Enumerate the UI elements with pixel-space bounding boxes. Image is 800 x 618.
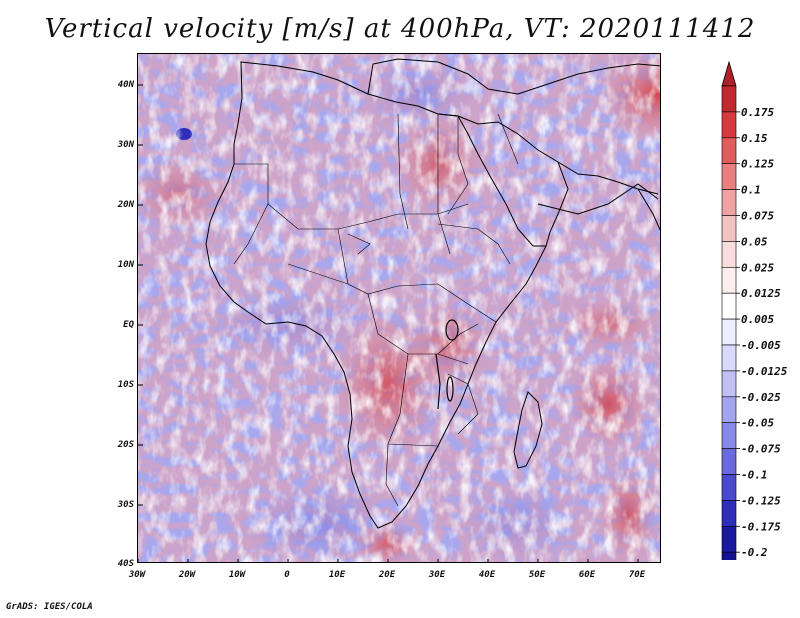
- colorbar-segment: [721, 448, 737, 475]
- colorbar-segment: [721, 500, 737, 527]
- lon-tick-label: 10E: [329, 570, 346, 580]
- colorbar-segment: [721, 241, 737, 268]
- colorbar-segment: [721, 137, 737, 165]
- colorbar-segment: [721, 318, 737, 346]
- colorbar-label: 0.1: [741, 184, 761, 197]
- colorbar-segment: [721, 474, 737, 501]
- colorbar-label: 0.005: [741, 313, 774, 326]
- colorbar-segment: [721, 551, 737, 560]
- colorbar-segment: [721, 344, 737, 372]
- colorbar-label: 0.15: [741, 132, 768, 145]
- colorbar-segment: [721, 422, 737, 449]
- lat-tick-label: EQ: [123, 320, 134, 330]
- colorbar-label: -0.0125: [741, 365, 788, 378]
- velocity-field-map: [138, 54, 660, 562]
- colorbar-label: 0.05: [741, 235, 768, 248]
- lakes: [435, 319, 459, 410]
- latitude-axis: 40N 30N 20N 10N EQ 10S 20S 30S 40S: [117, 80, 135, 569]
- colorbar-segment: [721, 111, 737, 139]
- longitude-axis: 30W 20W 10W 0 10E 20E 30E 40E 50E 60E 70…: [128, 570, 646, 580]
- lon-tick-label: 0: [284, 570, 290, 580]
- colorbar-segment: [721, 267, 737, 294]
- lat-tick-label: 20N: [117, 200, 135, 210]
- colorbar-label: -0.1: [741, 469, 768, 482]
- colorbar-segment: [721, 85, 737, 113]
- colorbar-label: -0.005: [741, 339, 781, 352]
- lat-tick-label: 10S: [118, 380, 135, 390]
- colorbar-label: -0.05: [741, 417, 774, 430]
- lat-tick-label: 30S: [117, 500, 135, 510]
- lat-tick-label: 10N: [118, 260, 135, 270]
- colorbar-segment: [721, 189, 737, 216]
- colorbar-segment: [721, 396, 737, 423]
- colorbar-label: 0.075: [741, 210, 774, 223]
- colorbar-segment: [721, 525, 737, 553]
- map-plot-area: [137, 53, 661, 563]
- colorbar-label: 0.175: [741, 106, 774, 119]
- colorbar-top-arrow: [721, 60, 737, 87]
- grads-credit: GrADS: IGES/COLA: [6, 602, 93, 612]
- lon-tick-label: 20W: [178, 570, 197, 580]
- colorbar-segment: [721, 292, 737, 320]
- colorbar-label: -0.175: [741, 520, 781, 533]
- colorbar-label: 0.125: [741, 158, 774, 171]
- lon-tick-label: 10W: [229, 570, 247, 580]
- lon-tick-label: 70E: [629, 570, 646, 580]
- country-borders: [233, 113, 519, 507]
- lat-tick-label: 40N: [118, 80, 135, 90]
- lon-tick-label: 60E: [579, 570, 596, 580]
- colorbar-label: -0.075: [741, 443, 781, 456]
- colorbar-segment: [721, 163, 737, 190]
- lon-tick-label: 20E: [378, 570, 396, 580]
- coastlines: [205, 58, 660, 529]
- chart-title: Vertical velocity [m/s] at 400hPa, VT: 2…: [44, 14, 756, 44]
- colorbar-segment: [721, 215, 737, 242]
- axis-ticks: [138, 84, 639, 562]
- lon-tick-label: 30E: [428, 570, 446, 580]
- colorbar-label: 0.025: [741, 261, 774, 274]
- colorbar-label: -0.025: [741, 391, 781, 404]
- lon-tick-label: 50E: [529, 570, 546, 580]
- colorbar-segment: [721, 370, 737, 398]
- field-texture: [138, 54, 660, 562]
- colorbar-label: -0.125: [741, 494, 781, 507]
- lon-tick-label: 30W: [128, 570, 147, 580]
- lon-tick-label: 40E: [479, 570, 496, 580]
- lat-tick-label: 20S: [117, 440, 135, 450]
- lat-tick-label: 30N: [117, 140, 135, 150]
- colorbar-label: 0.0125: [741, 287, 781, 300]
- lat-tick-label: 40S: [118, 559, 135, 569]
- colorbar-legend: 0.175 0.15 0.125 0.1 0.075 0.05 0.025 0.0125 0.0…: [721, 60, 788, 560]
- colorbar-label: -0.2: [741, 546, 768, 559]
